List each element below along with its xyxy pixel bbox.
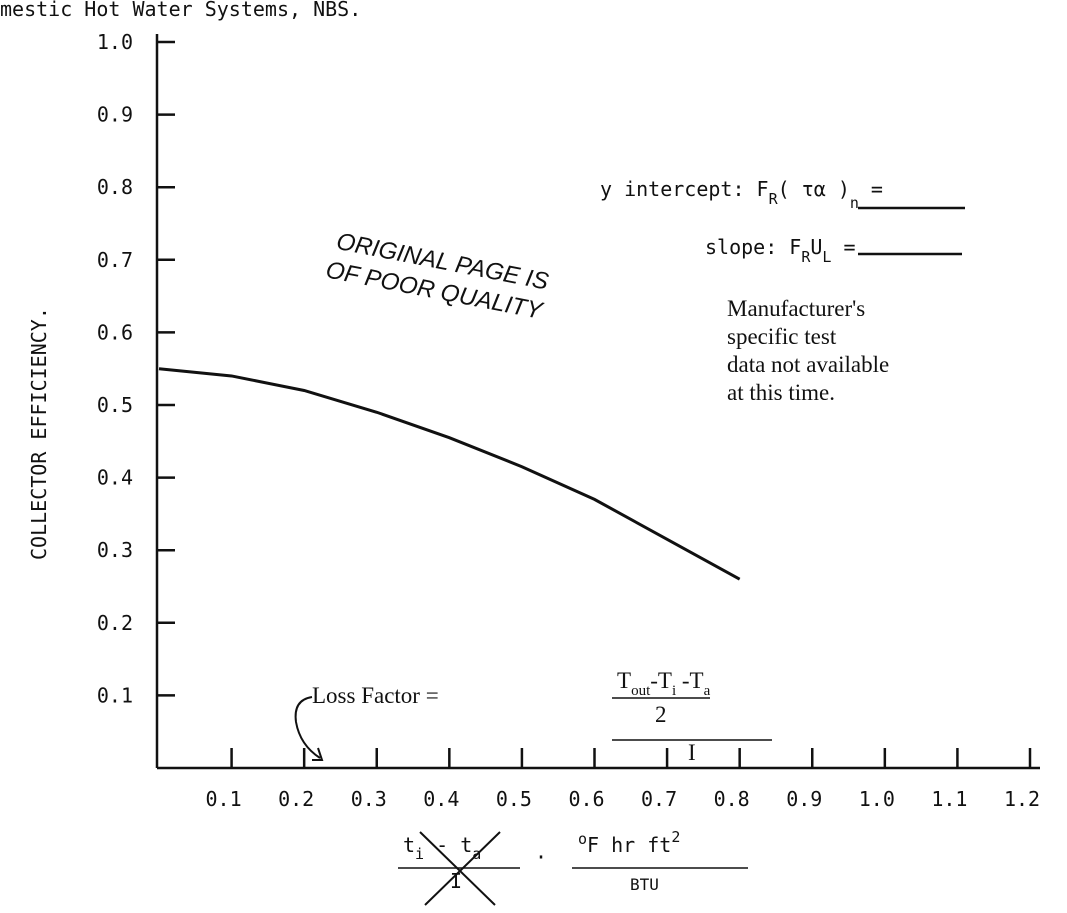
subscript: i <box>415 845 424 863</box>
stamp: ORIGINAL PAGE IS OF POOR QUALITY <box>324 228 551 325</box>
superscript: 2 <box>671 828 680 846</box>
text: -T <box>676 668 703 693</box>
x-axis-label-right-denominator: BTU <box>630 875 659 894</box>
text: ( τα ) <box>778 177 850 201</box>
subscript: L <box>822 248 831 266</box>
subscript: a <box>704 683 711 699</box>
y-tick-label: 0.7 <box>97 248 133 272</box>
x-tick-label: 0.3 <box>351 787 387 811</box>
text: t <box>460 833 472 857</box>
y-tick-label: 0.5 <box>97 393 133 417</box>
intercept-annotation: y intercept: FR( τα )n = <box>600 177 883 212</box>
chart-title: mestic Hot Water Systems, NBS. <box>0 0 361 21</box>
text: U <box>810 235 822 259</box>
text: t <box>403 833 415 857</box>
x-axis-label-dot: · <box>535 845 547 869</box>
x-tick-label: 0.8 <box>714 787 750 811</box>
y-axis-label: COLLECTOR EFFICIENCY. <box>27 307 51 560</box>
cross-out <box>419 831 496 906</box>
x-tick-label: 0.6 <box>568 787 604 811</box>
x-tick-label: 1.2 <box>1004 787 1040 811</box>
arrowhead <box>312 747 324 761</box>
y-tick-label: 0.1 <box>97 683 133 707</box>
superscript: o <box>578 830 587 848</box>
note-line: data not available <box>727 352 889 377</box>
x-tick-label: 0.9 <box>786 787 822 811</box>
text: = <box>859 177 883 201</box>
subscript: i <box>672 683 676 699</box>
y-tick-label: 0.4 <box>97 466 133 490</box>
text: F hr ft <box>587 833 671 857</box>
cross-out <box>424 831 501 906</box>
x-tick-label: 0.7 <box>641 787 677 811</box>
text: -T <box>650 668 672 693</box>
x-axis-label-right: oF hr ft2 <box>578 828 680 857</box>
x-axis-label-left-denominator: I <box>450 869 462 893</box>
y-tick-label: 0.8 <box>97 175 133 199</box>
x-tick-label: 1.0 <box>859 787 895 811</box>
text: = <box>831 235 855 259</box>
loss-factor-half: 2 <box>655 702 667 727</box>
subscript: R <box>801 248 811 266</box>
x-tick-label: 0.2 <box>278 787 314 811</box>
y-tick-label: 0.2 <box>97 611 133 635</box>
loss-factor-denominator: I <box>688 740 696 765</box>
x-tick-label: 0.1 <box>206 787 242 811</box>
y-tick-label: 1.0 <box>97 30 133 54</box>
x-axis-label-left: ti - ta <box>403 833 481 863</box>
note-line: at this time. <box>727 380 835 405</box>
loss-factor-label: Loss Factor = <box>312 683 439 708</box>
y-tick-label: 0.6 <box>97 320 133 344</box>
text: slope: F <box>705 235 801 259</box>
data-line <box>158 367 741 581</box>
y-tick-label: 0.3 <box>97 538 133 562</box>
subscript: out <box>631 683 651 699</box>
text: T <box>617 668 631 693</box>
note-line: specific test <box>727 324 837 349</box>
subscript: n <box>850 194 859 212</box>
x-tick-label: 0.4 <box>423 787 459 811</box>
slope-annotation: slope: FRUL = <box>705 235 856 266</box>
y-tick-label: 0.9 <box>97 103 133 127</box>
note-line: Manufacturer's <box>727 296 865 321</box>
loss-factor-numerator: Tout-Ti -Ta <box>617 668 711 699</box>
x-tick-label: 0.5 <box>496 787 532 811</box>
subscript: R <box>769 190 779 208</box>
x-tick-label: 1.1 <box>931 787 967 811</box>
text: y intercept: F <box>600 177 769 201</box>
arrow <box>294 696 321 759</box>
